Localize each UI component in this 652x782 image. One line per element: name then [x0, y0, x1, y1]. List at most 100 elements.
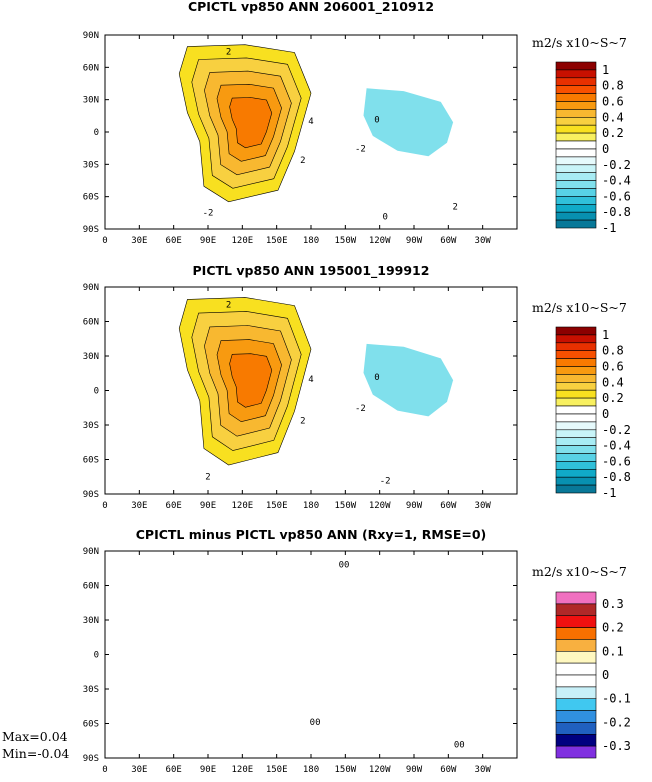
panel-2: PICTL vp850 ANN 195001_199912 2 4 2 -2 0 2 -2 0 3…: [83, 263, 631, 511]
colorbar-label: 1: [602, 63, 609, 77]
y-tick-label: 0: [94, 128, 99, 138]
colorbar-unit: m2/s x10~S~7: [532, 35, 627, 50]
colorbar-box: [555, 453, 597, 462]
x-tick-label: 60E: [166, 765, 182, 775]
x-tick-label: 180: [303, 501, 319, 511]
x-tick-label: 120W: [369, 765, 391, 775]
colorbar-box: [555, 413, 597, 423]
x-tick-label: 0: [102, 236, 107, 246]
colorbar-label: -0.1: [602, 692, 631, 706]
x-tick-label: 150E: [266, 236, 288, 246]
colorbar-box: [555, 733, 597, 747]
colorbar-label: -1: [602, 486, 616, 500]
colorbar-box: [555, 77, 597, 87]
contour-label: 00: [310, 718, 321, 728]
colorbar-box: [555, 437, 597, 446]
x-tick-label: 90W: [406, 236, 423, 246]
colorbar-box: [555, 188, 597, 197]
contour-label: -2: [355, 144, 366, 154]
colorbar-box: [555, 156, 597, 166]
colorbar-box: [555, 366, 597, 375]
contour-label: 2: [226, 301, 231, 311]
colorbar-unit: m2/s x10~S~7: [532, 300, 627, 315]
colorbar-label: -0.6: [602, 454, 631, 468]
x-tick-label: 30W: [475, 236, 492, 246]
x-tick-label: 30E: [131, 765, 147, 775]
field-positive-level-5: [229, 97, 273, 149]
y-tick-label: 90N: [83, 283, 99, 293]
stat-min: Min=-0.04: [2, 746, 69, 761]
contour-label: 4: [308, 117, 313, 127]
x-tick-label: 30W: [475, 501, 492, 511]
colorbar-box: [555, 476, 597, 486]
y-tick-label: 0: [94, 387, 99, 397]
colorbar-label: -1: [602, 221, 616, 235]
colorbar-box: [555, 389, 597, 399]
colorbar-label: 0: [602, 407, 609, 421]
colorbar-box: [555, 445, 597, 454]
colorbar-box: [555, 662, 597, 676]
x-tick-label: 150W: [334, 236, 356, 246]
x-tick-label: 90E: [200, 236, 216, 246]
colorbar-box: [555, 421, 597, 431]
y-tick-label: 0: [94, 651, 99, 661]
colorbar-box: [555, 211, 597, 221]
colorbar-box: [555, 93, 597, 102]
colorbar-box: [555, 140, 597, 150]
colorbar-box: [555, 722, 597, 735]
y-tick-label: 30N: [83, 96, 99, 106]
x-tick-label: 60E: [166, 501, 182, 511]
x-tick-label: 90W: [406, 501, 423, 511]
colorbar-box: [555, 591, 597, 605]
colorbar-box: [555, 342, 597, 351]
contour-label: 2: [452, 203, 457, 213]
colorbar-box: [555, 698, 597, 711]
y-tick-label: 60N: [83, 318, 99, 328]
colorbar-box: [555, 326, 597, 336]
colorbar-label: 0: [602, 668, 609, 682]
x-tick-label: 60W: [440, 765, 457, 775]
colorbar-box: [555, 124, 597, 134]
x-tick-label: 150E: [266, 765, 288, 775]
y-tick-label: 30S: [83, 160, 99, 170]
colorbar-box: [555, 132, 597, 142]
colorbar-label: 0.3: [602, 597, 624, 611]
colorbar: 0.3 0.2 0.1 0 -0.1 -0.2 -0.3: [555, 591, 631, 759]
contour-label: 0: [382, 212, 387, 222]
colorbar-label: 0.6: [602, 95, 624, 109]
colorbar-box: [555, 639, 597, 652]
colorbar-box: [555, 484, 597, 494]
colorbar-label: -0.2: [602, 423, 631, 437]
colorbar-label: 0.2: [602, 126, 624, 140]
field-negative-core: [363, 88, 454, 157]
colorbar-unit: m2/s x10~S~7: [532, 564, 627, 579]
y-tick-label: 90S: [83, 754, 99, 764]
x-tick-label: 90W: [406, 765, 423, 775]
colorbar-label: 0.8: [602, 344, 624, 358]
contour-label: 0: [374, 373, 379, 383]
y-tick-label: 60N: [83, 63, 99, 73]
colorbar-box: [555, 405, 597, 415]
colorbar-box: [555, 69, 597, 79]
contour-label: 0: [374, 115, 379, 125]
x-tick-label: 30W: [475, 765, 492, 775]
colorbar-box: [555, 61, 597, 71]
colorbar-box: [555, 196, 597, 205]
colorbar-box: [555, 180, 597, 189]
colorbar-label: 0.4: [602, 110, 624, 124]
x-tick-label: 90E: [200, 501, 216, 511]
y-tick-label: 60N: [83, 582, 99, 592]
colorbar-box: [555, 615, 597, 628]
x-tick-label: 90E: [200, 765, 216, 775]
x-tick-label: 60E: [166, 236, 182, 246]
y-tick-label: 60S: [83, 720, 99, 730]
colorbar-box: [555, 358, 597, 367]
colorbar-label: -0.4: [602, 174, 631, 188]
panel-title: CPICTL vp850 ANN 206001_210912: [188, 0, 434, 15]
colorbar-box: [555, 219, 597, 229]
x-tick-label: 60W: [440, 236, 457, 246]
colorbar-label: 1: [602, 328, 609, 342]
x-tick-label: 150W: [334, 765, 356, 775]
x-tick-label: 150W: [334, 501, 356, 511]
panel-3: CPICTL minus PICTL vp850 ANN (Rxy=1, RMS…: [83, 527, 631, 775]
